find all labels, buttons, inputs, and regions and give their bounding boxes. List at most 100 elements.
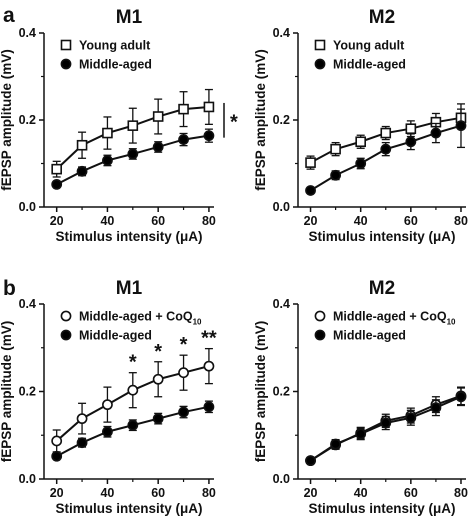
significance-marker: * bbox=[180, 334, 188, 356]
legend-marker bbox=[314, 58, 326, 70]
data-point bbox=[355, 136, 366, 148]
legend-label: Middle-aged + CoQ10 bbox=[333, 310, 456, 327]
significance-marker: * bbox=[230, 111, 238, 133]
y-axis-label: fEPSP amplitude (mV) bbox=[253, 49, 268, 191]
data-point bbox=[152, 141, 164, 153]
legend-marker bbox=[60, 39, 72, 51]
x-tick-label: 80 bbox=[202, 486, 216, 500]
data-point bbox=[380, 143, 392, 155]
data-point bbox=[51, 435, 63, 447]
x-axis-label: Stimulus intensity (μA) bbox=[55, 501, 202, 516]
data-point bbox=[76, 437, 88, 449]
x-tick-label: 60 bbox=[151, 214, 165, 228]
data-point bbox=[330, 169, 342, 181]
data-point bbox=[127, 148, 139, 160]
data-point bbox=[102, 399, 113, 411]
data-point bbox=[76, 413, 88, 425]
data-point bbox=[178, 134, 189, 145]
chart-title: M1 bbox=[116, 278, 143, 299]
data-point bbox=[76, 139, 88, 151]
chart-title: M1 bbox=[116, 7, 143, 28]
chart-panel-a-m2: M2 Stimulus intensity (μA) fEPSP amplitude… bbox=[253, 7, 468, 244]
data-point bbox=[405, 136, 417, 148]
data-point bbox=[355, 158, 367, 169]
legend-marker bbox=[60, 58, 72, 70]
data-point bbox=[380, 417, 392, 429]
data-point bbox=[127, 120, 139, 131]
data-point bbox=[355, 428, 367, 440]
legend-label: Middle-aged + CoQ10 bbox=[79, 310, 202, 327]
legend-label: Middle-aged bbox=[333, 329, 406, 343]
y-tick-label: 0.4 bbox=[19, 26, 36, 40]
x-tick-label: 60 bbox=[151, 486, 165, 500]
data-point bbox=[102, 426, 113, 438]
x-tick-label: 20 bbox=[304, 214, 318, 228]
x-tick-label: 80 bbox=[454, 486, 468, 500]
x-tick-label: 80 bbox=[454, 214, 468, 228]
data-point bbox=[455, 120, 467, 132]
legend-label-subscript: 10 bbox=[447, 318, 456, 327]
x-tick-label: 80 bbox=[202, 214, 216, 228]
y-tick-label: 0.4 bbox=[273, 26, 290, 40]
data-point bbox=[152, 111, 164, 122]
legend-label-subscript: 10 bbox=[193, 318, 202, 327]
data-point bbox=[203, 401, 215, 413]
significance-marker: * bbox=[129, 352, 137, 374]
data-point bbox=[455, 391, 467, 403]
x-axis-label: Stimulus intensity (μA) bbox=[55, 229, 202, 244]
data-point bbox=[51, 450, 63, 462]
chart-title: M2 bbox=[369, 278, 395, 299]
x-tick-label: 60 bbox=[404, 486, 418, 500]
data-point bbox=[305, 157, 316, 168]
x-axis-label: Stimulus intensity (μA) bbox=[308, 229, 455, 244]
data-point bbox=[330, 143, 341, 155]
legend-marker bbox=[60, 310, 72, 322]
data-point bbox=[51, 178, 63, 190]
data-point bbox=[330, 438, 342, 450]
chart-panel-b-m1: M1 Stimulus intensity (μA) fEPSP amplitude… bbox=[0, 278, 217, 516]
data-point bbox=[430, 402, 442, 414]
y-axis-label: fEPSP amplitude (mV) bbox=[0, 321, 14, 463]
data-point bbox=[76, 165, 88, 177]
x-axis-label: Stimulus intensity (μA) bbox=[308, 501, 455, 516]
chart-panel-b-m2: M2 Stimulus intensity (μA) fEPSP amplitude… bbox=[253, 278, 468, 516]
significance-marker: ** bbox=[201, 328, 217, 350]
data-point bbox=[305, 185, 316, 196]
data-point bbox=[178, 406, 189, 418]
data-point bbox=[405, 412, 417, 424]
data-point bbox=[430, 127, 442, 139]
x-tick-label: 20 bbox=[50, 214, 64, 228]
y-tick-label: 0.2 bbox=[273, 113, 290, 127]
legend-label: Young adult bbox=[333, 39, 405, 53]
data-point bbox=[102, 155, 113, 166]
y-tick-label: 0.4 bbox=[19, 297, 36, 311]
legend-marker bbox=[314, 39, 326, 51]
legend-label: Middle-aged bbox=[79, 329, 152, 343]
y-tick-label: 0.0 bbox=[19, 200, 36, 214]
legend-marker bbox=[60, 329, 72, 341]
data-point bbox=[203, 360, 215, 372]
panel-label-b: b bbox=[3, 277, 16, 300]
y-tick-label: 0.4 bbox=[273, 297, 290, 311]
y-tick-label: 0.2 bbox=[19, 113, 36, 127]
y-tick-label: 0.0 bbox=[19, 472, 36, 486]
y-tick-label: 0.2 bbox=[19, 385, 36, 399]
x-tick-label: 40 bbox=[100, 486, 114, 500]
chart-panel-a-m1: M1 Stimulus intensity (μA) fEPSP amplitude… bbox=[0, 7, 238, 244]
legend-label: Middle-aged bbox=[333, 58, 406, 72]
data-point bbox=[203, 130, 215, 142]
data-point bbox=[178, 103, 189, 115]
data-point bbox=[405, 123, 417, 134]
panel-label-a: a bbox=[3, 4, 15, 27]
chart-title: M2 bbox=[369, 7, 395, 28]
significance-marker: * bbox=[154, 341, 162, 363]
data-point bbox=[178, 367, 189, 379]
x-tick-label: 20 bbox=[304, 486, 318, 500]
y-axis-label: fEPSP amplitude (mV) bbox=[253, 321, 268, 463]
x-tick-label: 20 bbox=[50, 486, 64, 500]
y-axis-label: fEPSP amplitude (mV) bbox=[0, 49, 14, 191]
x-tick-label: 40 bbox=[354, 214, 368, 228]
data-point bbox=[51, 163, 62, 175]
data-point bbox=[152, 373, 164, 385]
